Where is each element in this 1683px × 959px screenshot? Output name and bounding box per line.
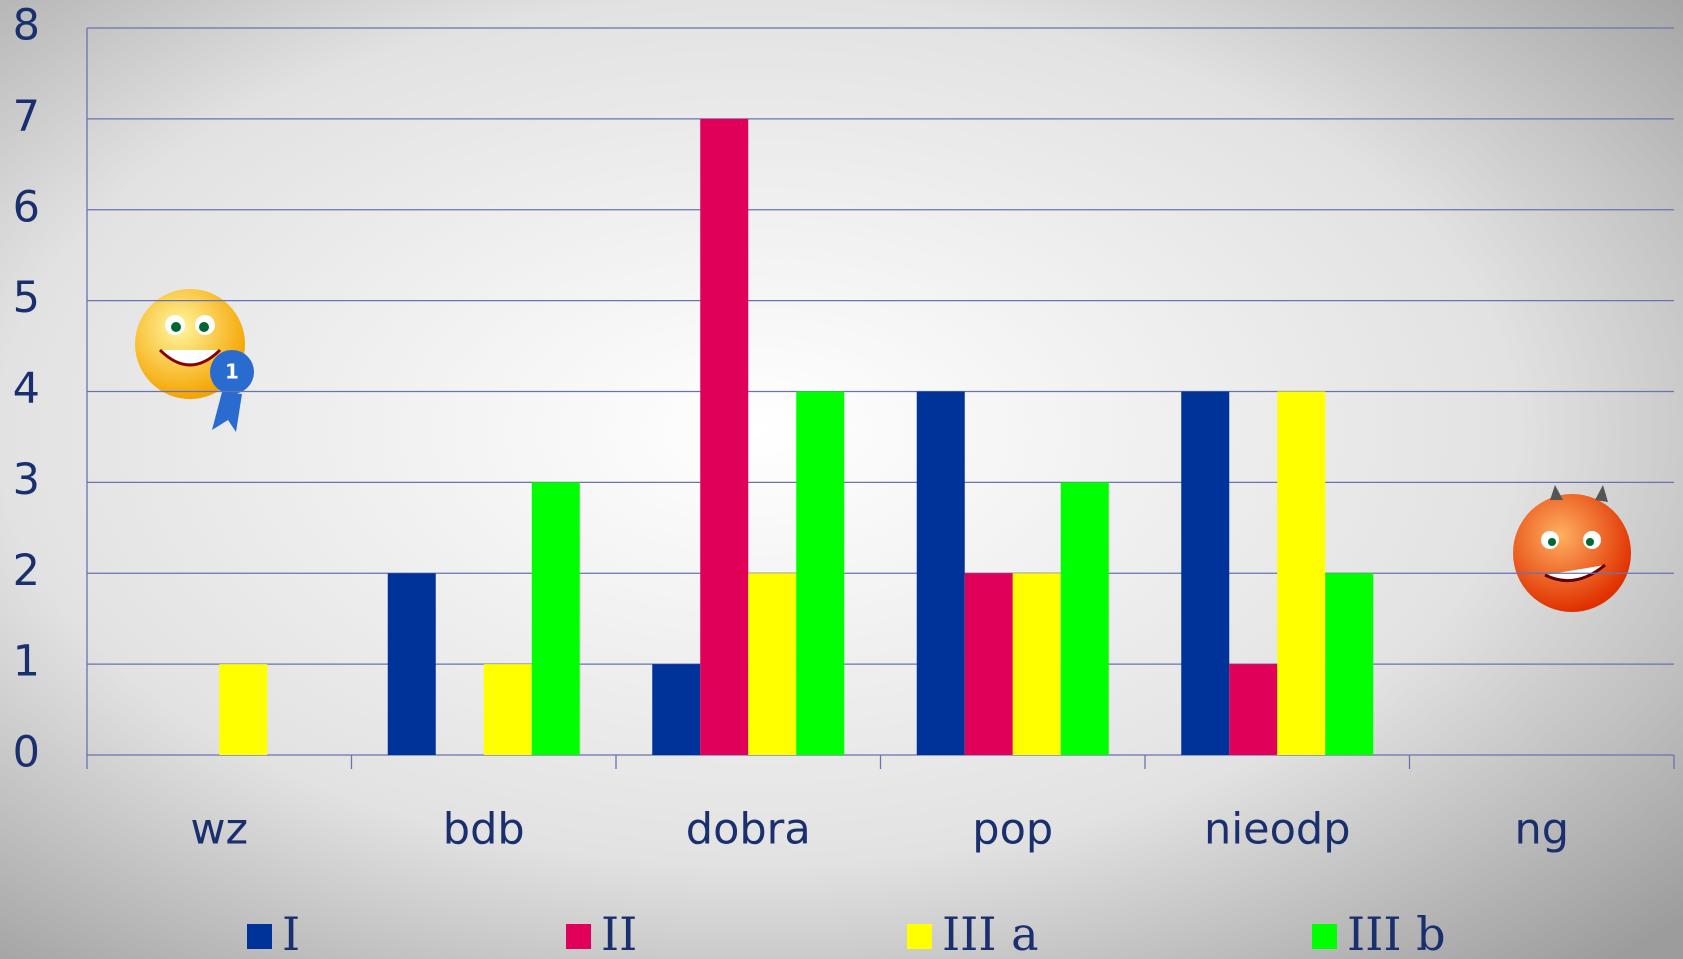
x-tick-label: wz bbox=[190, 805, 248, 855]
bar bbox=[483, 664, 532, 755]
y-tick-label: 2 bbox=[13, 546, 40, 596]
legend-swatch bbox=[247, 924, 272, 949]
x-tick-label: ng bbox=[1514, 805, 1569, 855]
bar bbox=[1181, 391, 1230, 755]
bar bbox=[1012, 573, 1061, 755]
x-tick-label: bdb bbox=[443, 805, 525, 855]
x-tick-label: nieodp bbox=[1204, 805, 1351, 855]
y-tick-label: 3 bbox=[13, 455, 40, 505]
legend-swatch bbox=[566, 924, 591, 949]
bar bbox=[1229, 664, 1278, 755]
ribbon-number: 1 bbox=[225, 360, 239, 384]
bar bbox=[1277, 391, 1326, 755]
legend-swatch bbox=[907, 924, 932, 949]
legend-label: III a bbox=[942, 907, 1039, 959]
bar bbox=[916, 391, 965, 755]
happy-face: 1 bbox=[135, 289, 254, 432]
y-tick-label: 1 bbox=[13, 637, 40, 687]
bar bbox=[700, 118, 749, 755]
legend-label: II bbox=[601, 907, 637, 959]
y-tick-label: 7 bbox=[13, 91, 40, 141]
y-tick-label: 0 bbox=[13, 728, 40, 778]
bar bbox=[219, 664, 268, 755]
legend-label: I bbox=[282, 907, 300, 959]
bar bbox=[748, 573, 797, 755]
bar bbox=[1325, 573, 1374, 755]
bar bbox=[796, 391, 845, 755]
y-tick-label: 5 bbox=[13, 273, 40, 323]
x-tick-label: pop bbox=[972, 805, 1053, 855]
bar bbox=[964, 573, 1013, 755]
devil-face bbox=[1513, 485, 1631, 612]
bar bbox=[387, 573, 436, 755]
legend-label: III b bbox=[1347, 907, 1446, 959]
y-tick-label: 6 bbox=[13, 182, 40, 232]
x-tick-label: dobra bbox=[686, 805, 811, 855]
legend-swatch bbox=[1312, 924, 1337, 949]
y-tick-label: 8 bbox=[13, 1, 40, 51]
bar bbox=[1060, 482, 1109, 755]
bar bbox=[652, 664, 701, 755]
bar bbox=[531, 482, 580, 755]
y-tick-label: 4 bbox=[13, 364, 40, 414]
